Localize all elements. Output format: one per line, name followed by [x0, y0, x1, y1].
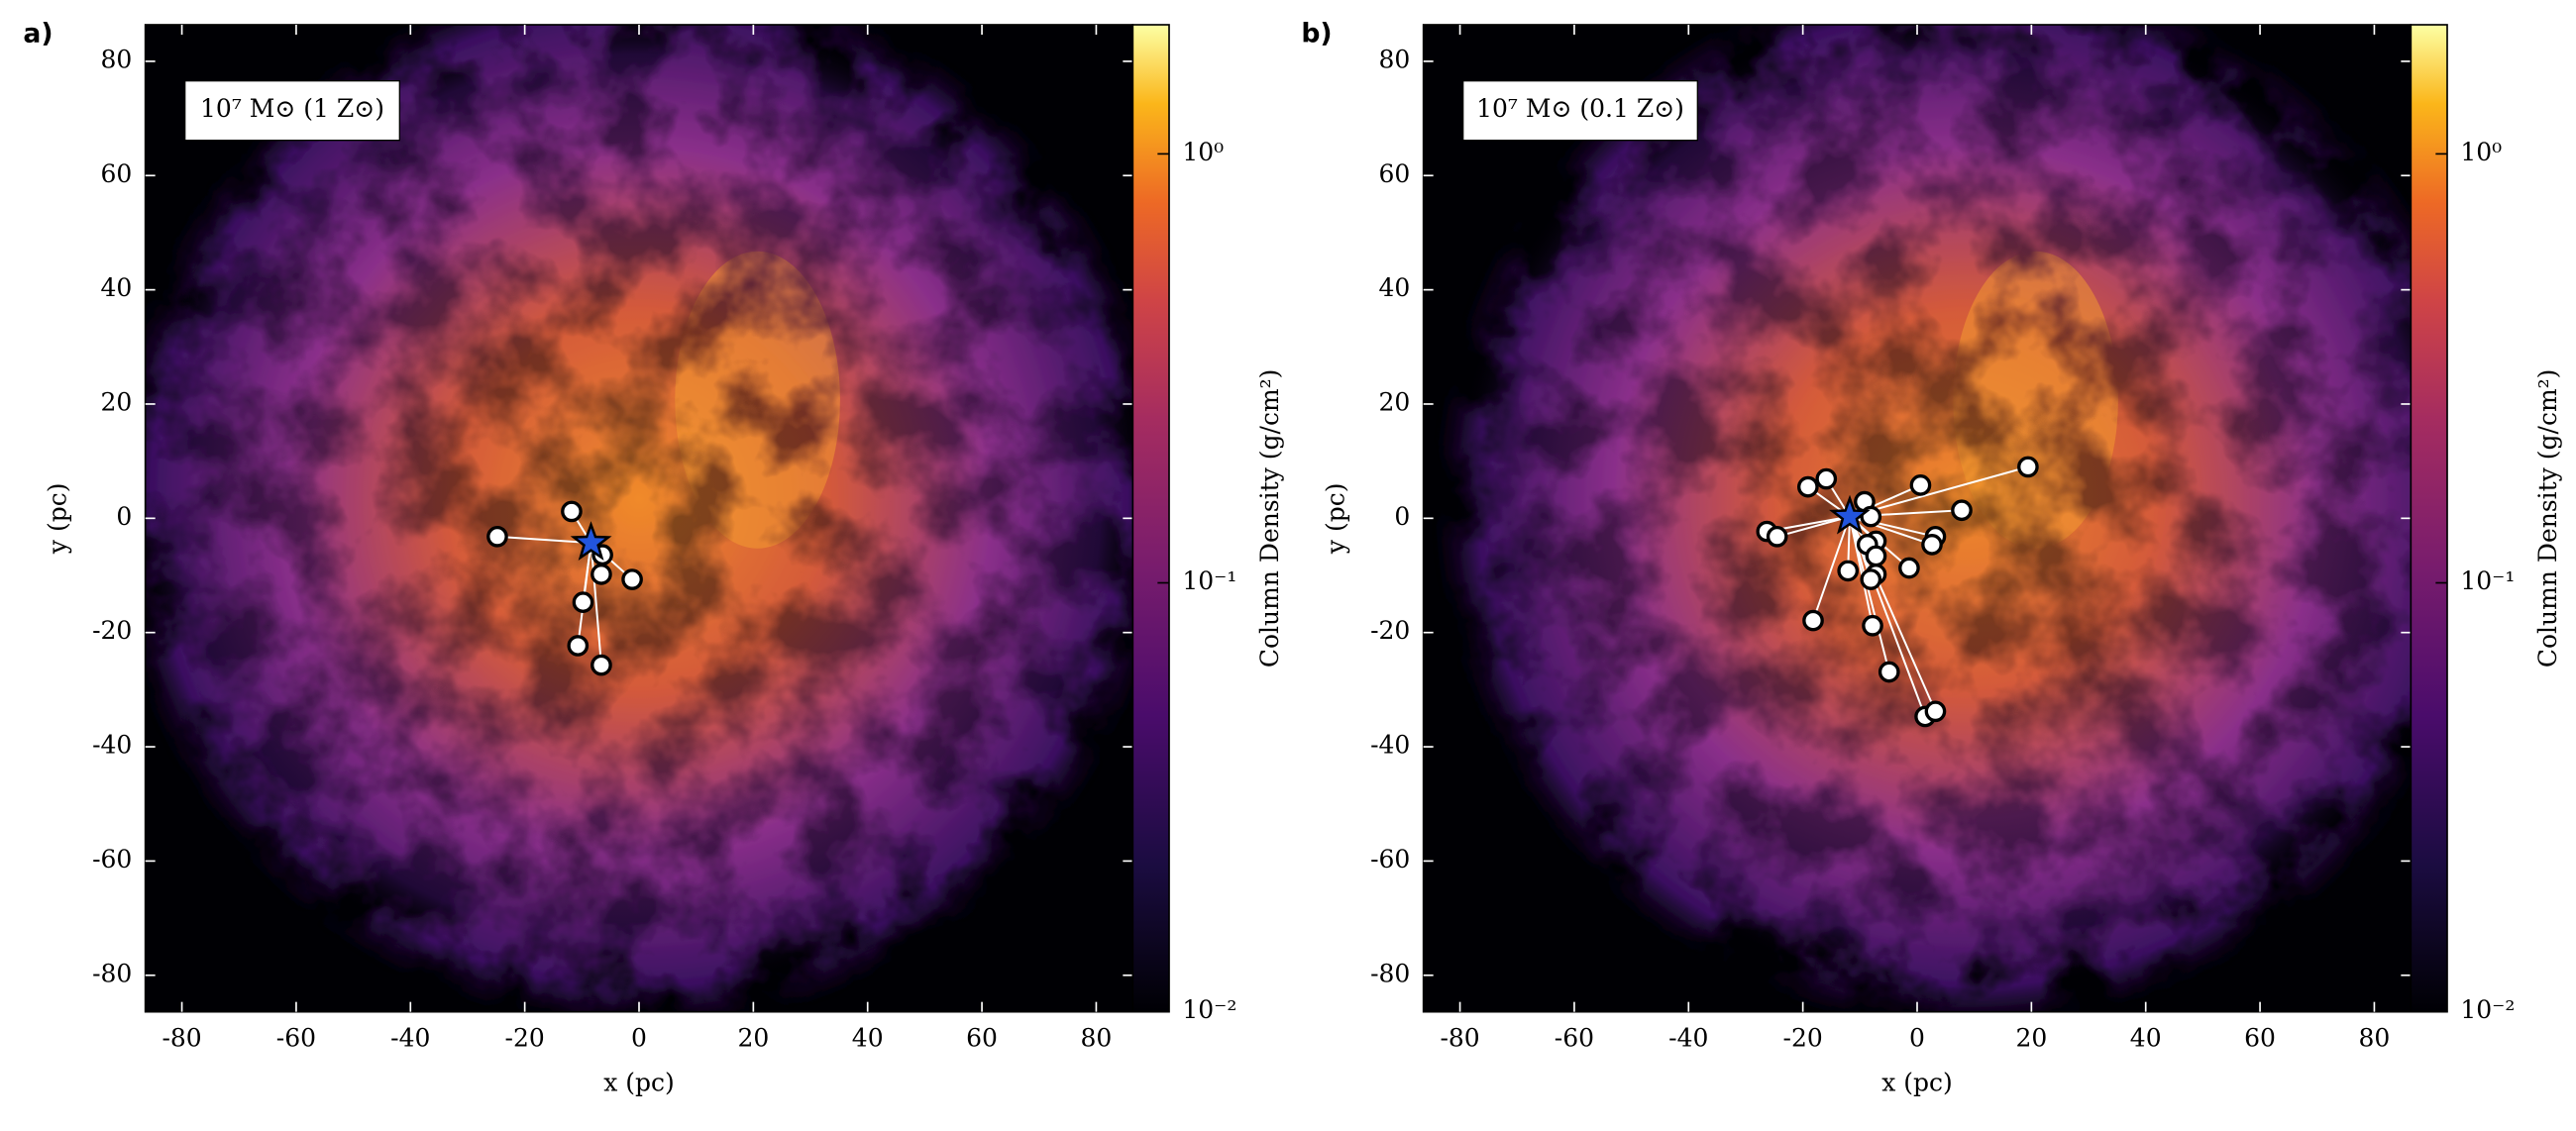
cluster-point — [486, 525, 508, 548]
cluster-point — [1860, 568, 1882, 590]
connector — [1848, 516, 1890, 672]
cluster-point — [1924, 700, 1947, 723]
colorbar-tick-label: 10⁻¹ — [1182, 566, 1236, 595]
x-tick-label: 40 — [2130, 1024, 2162, 1053]
colorbar-tick-label: 10⁻² — [1182, 995, 1236, 1024]
cluster-point — [1862, 614, 1883, 637]
cluster-point — [2017, 456, 2039, 478]
y-tick-label: 80 — [101, 45, 133, 73]
y-tick-label: 80 — [1379, 45, 1411, 73]
colorbar-tick-label: 10⁰ — [1182, 138, 1224, 166]
annotation: 10⁷ M⊙ (1 Z⊙) — [200, 94, 384, 123]
annotation: 10⁷ M⊙ (0.1 Z⊙) — [1476, 94, 1684, 123]
cluster-point — [1797, 475, 1819, 498]
cluster-point — [1951, 499, 1973, 522]
y-tick-label: 20 — [101, 387, 133, 416]
x-axis-label: x (pc) — [603, 1069, 675, 1097]
connector — [590, 543, 602, 666]
x-tick-label: 80 — [1081, 1024, 1113, 1053]
map-filament — [1423, 24, 2412, 1012]
x-tick-label: -80 — [1440, 1024, 1479, 1053]
cluster-point — [1865, 545, 1887, 567]
y-tick-label: 0 — [1394, 502, 1410, 531]
cluster-point — [590, 654, 612, 676]
y-axis-label: y (pc) — [44, 483, 72, 556]
x-tick-label: 40 — [852, 1024, 884, 1053]
cluster-point — [572, 591, 594, 613]
x-tick-label: -60 — [1555, 1024, 1594, 1053]
y-tick-label: -40 — [92, 731, 132, 760]
density-map — [1423, 24, 2412, 1012]
y-tick-label: -20 — [1370, 616, 1410, 645]
y-tick-label: -80 — [92, 959, 132, 987]
cluster-point — [561, 500, 583, 523]
x-axis-label: x (pc) — [1881, 1069, 1953, 1097]
annotation-box — [1461, 79, 1698, 142]
x-tick-label: -20 — [505, 1024, 545, 1053]
y-tick-label: 20 — [1379, 387, 1411, 416]
colorbar — [1131, 24, 1170, 1013]
star-marker — [1829, 494, 1871, 535]
cluster-point — [1815, 467, 1838, 490]
map-core — [1953, 251, 2118, 549]
panel-label: b) — [1301, 19, 1332, 50]
annotation-box — [184, 79, 401, 142]
cluster-point — [1878, 661, 1900, 683]
cluster-point — [1802, 609, 1824, 632]
connector — [1849, 465, 2029, 518]
connector — [1776, 515, 1851, 538]
x-tick-label: -80 — [161, 1024, 201, 1053]
panel-label: a) — [23, 19, 53, 50]
x-tick-label: -40 — [390, 1024, 430, 1053]
x-tick-label: 0 — [631, 1024, 647, 1053]
x-tick-label: 60 — [966, 1024, 998, 1053]
y-tick-label: 0 — [116, 502, 132, 531]
x-tick-label: -60 — [276, 1024, 316, 1053]
map-texture — [1423, 24, 2412, 1012]
density-map — [145, 24, 1133, 1012]
cluster-point — [1921, 534, 1943, 556]
y-tick-label: 40 — [101, 273, 133, 302]
x-tick-label: 80 — [2359, 1024, 2391, 1053]
map-texture — [145, 24, 1133, 1012]
x-tick-label: 60 — [2244, 1024, 2276, 1053]
colorbar-label: Column Density (g/cm²) — [2533, 369, 2562, 668]
y-tick-label: -40 — [1370, 731, 1410, 760]
x-tick-label: -40 — [1668, 1024, 1708, 1053]
x-tick-label: 20 — [737, 1024, 769, 1053]
y-tick-label: -80 — [1370, 959, 1410, 987]
colorbar-label: Column Density (g/cm²) — [1255, 369, 1284, 668]
connector — [1812, 516, 1851, 621]
cluster-point — [621, 568, 643, 590]
star-marker — [570, 521, 612, 562]
y-tick-label: 40 — [1379, 273, 1411, 302]
colorbar-tick-label: 10⁰ — [2460, 138, 2502, 166]
cluster-point — [590, 564, 612, 585]
cluster-point — [567, 635, 590, 657]
cluster-point — [1837, 560, 1860, 582]
map-filament — [145, 24, 1133, 1012]
y-tick-label: 60 — [101, 159, 133, 188]
connector — [496, 535, 591, 545]
cluster-point — [1898, 557, 1920, 579]
x-tick-label: -20 — [1783, 1024, 1823, 1053]
colorbar-tick-label: 10⁻² — [2460, 995, 2515, 1024]
y-tick-label: -20 — [92, 616, 132, 645]
colorbar — [2410, 24, 2448, 1013]
y-axis-label: y (pc) — [1322, 483, 1350, 556]
y-tick-label: -60 — [92, 845, 132, 874]
map-core — [675, 251, 840, 549]
cluster-point — [1766, 525, 1788, 548]
y-tick-label: 60 — [1379, 159, 1411, 188]
y-tick-label: -60 — [1370, 845, 1410, 874]
cluster-point — [1909, 474, 1932, 496]
colorbar-tick-label: 10⁻¹ — [2460, 566, 2515, 595]
x-tick-label: 0 — [1909, 1024, 1925, 1053]
x-tick-label: 20 — [2015, 1024, 2047, 1053]
